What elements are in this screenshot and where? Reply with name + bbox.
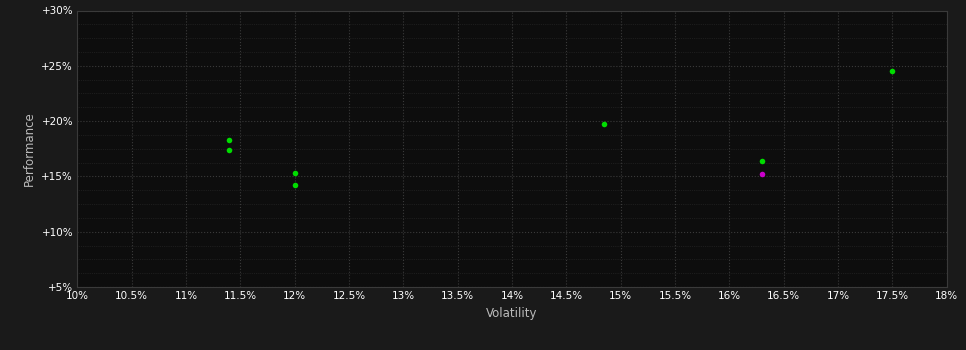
X-axis label: Volatility: Volatility [486, 307, 538, 320]
Y-axis label: Performance: Performance [23, 111, 36, 186]
